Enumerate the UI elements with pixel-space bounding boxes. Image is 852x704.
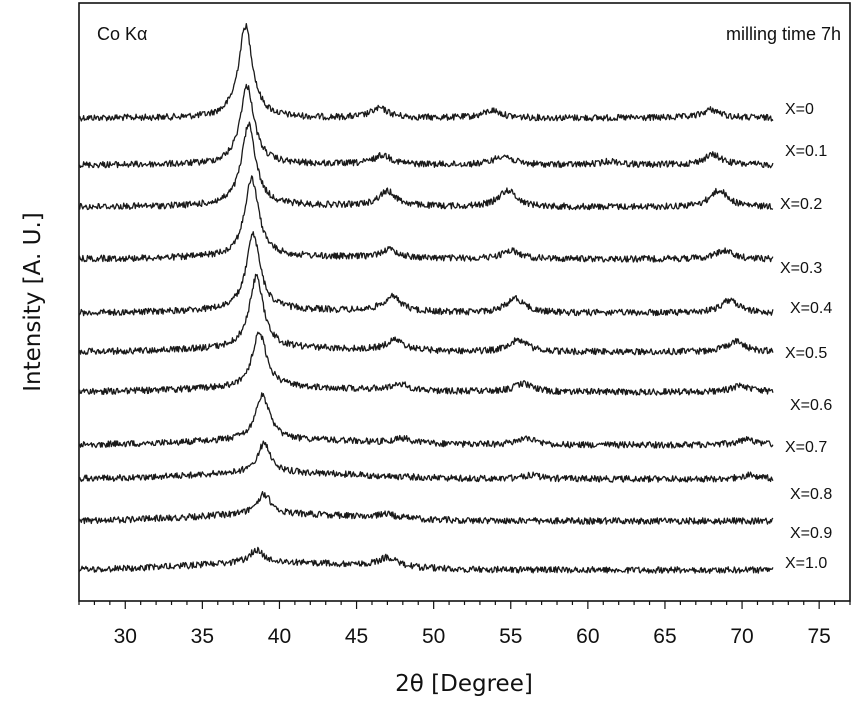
xrd-trace	[78, 392, 774, 449]
x-tick-label: 65	[653, 625, 676, 648]
series-label: X=0	[785, 101, 814, 118]
series-label: X=0.5	[785, 345, 827, 362]
x-tick-label: 45	[345, 625, 368, 648]
series-label: X=0.8	[790, 486, 832, 503]
xrd-trace	[78, 22, 774, 122]
xrd-trace	[78, 491, 774, 525]
xrd-trace	[78, 83, 774, 169]
series-label: X=1.0	[785, 555, 827, 572]
milling-time-annotation: milling time 7h	[726, 24, 841, 44]
x-tick-label: 70	[730, 625, 753, 648]
x-tick-label: 50	[422, 625, 445, 648]
series-label: X=0.9	[790, 525, 832, 542]
xrd-trace	[78, 273, 774, 356]
x-tick-label: 40	[268, 625, 291, 648]
xrd-trace	[78, 331, 774, 396]
x-tick-label: 75	[807, 625, 830, 648]
series-label: X=0.6	[790, 397, 832, 414]
xrd-trace	[78, 121, 774, 211]
xrd-trace	[78, 231, 774, 317]
series-label: X=0.7	[785, 439, 827, 456]
series-label: X=0.4	[790, 300, 832, 317]
y-axis-title: Intensity [A. U.]	[20, 212, 46, 391]
x-axis: 30 35 40 45 50 55 60 65 70 75	[78, 601, 851, 648]
series-label: X=0.3	[780, 260, 822, 277]
x-tick-label: 55	[499, 625, 522, 648]
radiation-annotation: Co Kα	[97, 24, 147, 44]
x-tick-label: 60	[576, 625, 599, 648]
xrd-trace	[78, 175, 774, 263]
series-labels: X=0 X=0.1 X=0.2 X=0.3 X=0.4 X=0.5 X=0.6 X=0.7 X=…	[780, 101, 832, 572]
xrd-trace	[78, 440, 774, 483]
series-label: X=0.2	[780, 196, 822, 213]
series-label: X=0.1	[785, 143, 827, 160]
x-axis-title: 2θ [Degree]	[395, 671, 533, 697]
xrd-trace	[78, 546, 774, 574]
series-traces	[78, 22, 774, 574]
x-tick-label: 35	[191, 625, 214, 648]
x-tick-label: 30	[114, 625, 137, 648]
